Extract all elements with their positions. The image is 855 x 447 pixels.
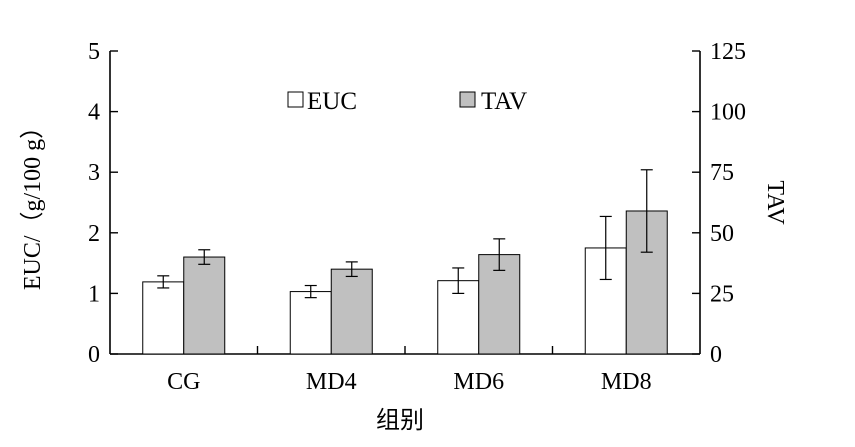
bar-tav-md4: [330, 268, 373, 355]
x-axis-title: 组别: [376, 407, 424, 434]
legend-label-tav: TAV: [481, 88, 527, 115]
y2-tick-label: 0: [710, 342, 722, 368]
x-tick-label: MD6: [453, 369, 504, 395]
y2-tick-label: 25: [710, 281, 734, 307]
bar-euc-cg: [142, 281, 185, 355]
x-tick-label: CG: [167, 369, 200, 395]
legend-swatch-tav: [459, 91, 476, 108]
right-axis: 0 25 50 75 100 125: [692, 39, 746, 368]
x-tick-label: MD4: [306, 369, 357, 395]
y2-axis-title: TAV: [762, 180, 788, 225]
legend-swatch-euc: [287, 91, 304, 108]
y-tick-label: 1: [88, 281, 100, 307]
bars: [142, 210, 668, 355]
y2-tick-label: 50: [710, 221, 734, 247]
error-bars: [157, 169, 653, 299]
y-tick-label: 4: [88, 100, 100, 126]
bar-tav-md6: [478, 254, 521, 355]
bar-tav-cg: [183, 256, 226, 355]
y-tick-label: 3: [88, 160, 100, 186]
y-tick-label: 2: [88, 221, 100, 247]
y2-tick-label: 100: [710, 100, 746, 126]
legend: EUC TAV: [287, 88, 527, 115]
x-tick-label: MD8: [601, 369, 652, 395]
left-axis: 0 1 2 3 4 5: [88, 39, 118, 368]
y2-tick-label: 75: [710, 160, 734, 186]
y-tick-label: 5: [88, 39, 100, 65]
bar-euc-md4: [289, 291, 332, 355]
y2-tick-label: 125: [710, 39, 746, 65]
y-axis-title: EUC/（g/100 g）: [20, 115, 46, 290]
legend-label-euc: EUC: [307, 88, 357, 115]
y-tick-label: 0: [88, 342, 100, 368]
